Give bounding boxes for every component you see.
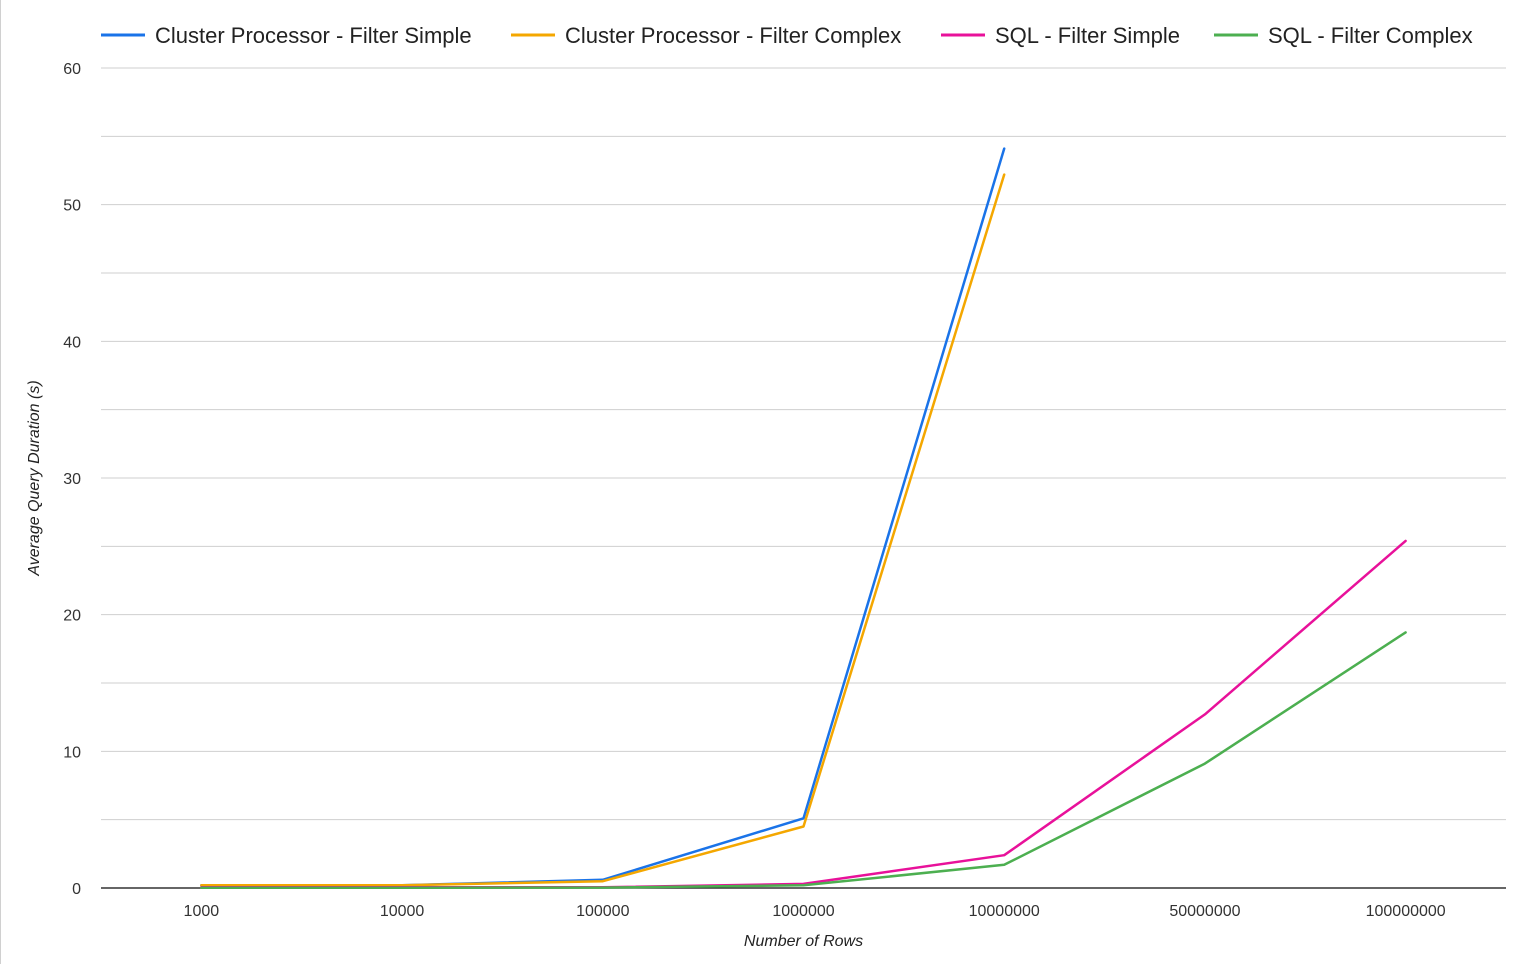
gridlines [101, 67, 1506, 821]
y-tick-label: 30 [63, 471, 81, 488]
series-line-3 [200, 539, 1407, 889]
x-tick-label: 10000 [380, 903, 425, 920]
x-tick-label: 10000000 [969, 903, 1040, 920]
series-lines [200, 147, 1407, 889]
y-tick-label: 40 [63, 334, 81, 351]
legend-item: SQL - Filter Simple [941, 23, 1180, 48]
legend-item: Cluster Processor - Filter Simple [101, 23, 472, 48]
legend-label: Cluster Processor - Filter Complex [565, 23, 901, 48]
x-axis-title: Number of Rows [744, 933, 863, 950]
y-tick-label: 20 [63, 608, 81, 625]
x-tick-label: 100000000 [1366, 903, 1446, 920]
x-tick-label: 1000000 [772, 903, 834, 920]
y-tick-label: 0 [72, 881, 81, 898]
legend-label: Cluster Processor - Filter Simple [155, 23, 472, 48]
axes: 0 10 20 30 40 50 60 1000 10000 100000 1000000 10000… [63, 61, 1506, 920]
y-tick-label: 60 [63, 61, 81, 78]
series-line-2 [200, 173, 1006, 887]
series-line-1 [200, 147, 1006, 887]
x-tick-label: 100000 [576, 903, 629, 920]
series-line-4 [200, 631, 1407, 889]
y-tick-label: 10 [63, 744, 81, 761]
y-axis-title: Average Query Duration (s) [26, 380, 43, 576]
x-tick-label: 50000000 [1169, 903, 1240, 920]
legend-item: SQL - Filter Complex [1214, 23, 1473, 48]
y-tick-label: 50 [63, 198, 81, 215]
legend-label: SQL - Filter Complex [1268, 23, 1473, 48]
legend: Cluster Processor - Filter Simple Cluster… [101, 23, 1473, 48]
legend-item: Cluster Processor - Filter Complex [511, 23, 901, 48]
legend-label: SQL - Filter Simple [995, 23, 1180, 48]
x-tick-label: 1000 [184, 903, 220, 920]
